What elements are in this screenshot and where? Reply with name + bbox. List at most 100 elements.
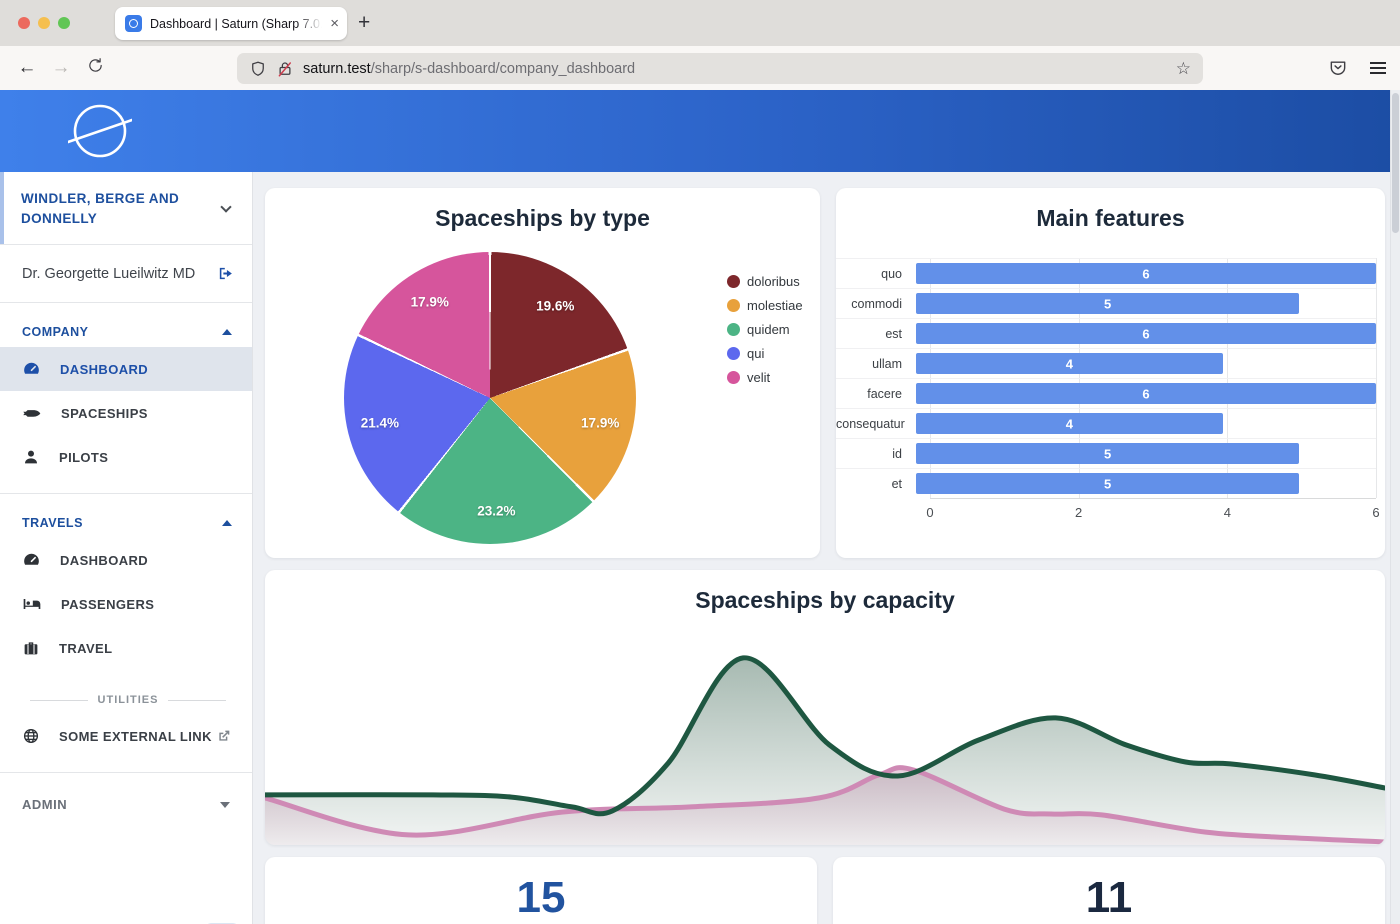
insecure-lock-icon[interactable] — [276, 60, 294, 78]
stat-value: 15 — [516, 873, 566, 922]
card-spaceships-by-type: Spaceships by type 19.6% 17.9% 23.2% 21.4% 1… — [265, 188, 820, 558]
bar-row: ullam 4 — [836, 348, 1376, 378]
shuttle-icon — [23, 410, 41, 417]
window-controls — [18, 17, 70, 29]
browser-titlebar: Dashboard | Saturn (Sharp 7.0.0 × + — [0, 0, 1400, 46]
sidebar-item-label: DASHBOARD — [60, 361, 149, 377]
pocket-icon[interactable] — [1328, 58, 1348, 78]
bookmark-star-icon[interactable]: ☆ — [1175, 58, 1191, 78]
gauge-icon — [24, 553, 39, 565]
address-bar[interactable]: saturn.test/sharp/s-dashboard/company_da… — [237, 53, 1203, 84]
reload-button[interactable] — [78, 57, 112, 80]
close-window-button[interactable] — [18, 17, 30, 29]
caret-down-icon — [220, 801, 230, 808]
browser-tab[interactable]: Dashboard | Saturn (Sharp 7.0.0 × — [115, 7, 347, 40]
bar-value-label: 5 — [1104, 446, 1112, 461]
bar-row: quo 6 — [836, 258, 1376, 288]
section-label: ADMIN — [22, 797, 68, 813]
sidebar-item-external-link[interactable]: SOME EXTERNAL LINK — [0, 712, 252, 760]
sidebar-item-company-dashboard[interactable]: DASHBOARD — [0, 347, 252, 392]
bar-value-label: 4 — [1065, 416, 1073, 431]
suitcase-icon — [24, 642, 38, 655]
shield-icon[interactable] — [249, 60, 267, 78]
card-main-features: Main features quo 6 commodi 5 est 6 ullam 4 face… — [836, 188, 1385, 558]
bar-value-label: 4 — [1065, 356, 1073, 371]
bar — [916, 263, 1376, 284]
sidebar-item-label: DASHBOARD — [60, 552, 149, 568]
caret-up-icon — [222, 520, 232, 527]
app-header — [0, 90, 1400, 172]
section-header-company[interactable]: COMPANY — [0, 303, 252, 347]
chevron-down-icon — [220, 200, 232, 213]
new-tab-button[interactable]: + — [358, 11, 371, 34]
legend-dot — [727, 299, 740, 312]
bar-value-label: 6 — [1142, 326, 1150, 341]
minimize-window-button[interactable] — [38, 17, 50, 29]
legend-item: qui — [727, 346, 803, 361]
section-header-admin[interactable]: ADMIN — [0, 772, 252, 812]
sidebar: WINDLER, BERGE AND DONNELLY Dr. Georgett… — [0, 172, 253, 924]
bar-category-label: quo — [881, 266, 902, 281]
card-spaceships-by-capacity: Spaceships by capacity — [265, 570, 1385, 845]
bar-category-label: commodi — [851, 296, 902, 311]
bar-category-label: id — [892, 446, 902, 461]
tab-close-icon[interactable]: × — [330, 15, 339, 32]
legend-label: qui — [747, 346, 765, 361]
sidebar-item-travel[interactable]: TRAVEL — [0, 626, 252, 670]
company-switcher[interactable]: WINDLER, BERGE AND DONNELLY — [0, 172, 252, 246]
sidebar-item-passengers[interactable]: PASSENGERS — [0, 582, 252, 626]
sidebar-item-pilots[interactable]: PILOTS — [0, 435, 252, 479]
sidebar-item-travels-dashboard[interactable]: DASHBOARD — [0, 538, 252, 582]
logout-icon[interactable] — [217, 265, 234, 282]
bar — [916, 323, 1376, 344]
bar-row: id 5 — [836, 438, 1376, 468]
pie-legend: doloribus molestiae quidem qui velit — [727, 274, 803, 385]
bar-value-label: 5 — [1104, 296, 1112, 311]
bar-value-label: 6 — [1142, 386, 1150, 401]
bar-track: 5 — [916, 443, 1376, 464]
user-name: Dr. Georgette Lueilwitz MD — [22, 265, 196, 282]
capacity-green-line — [265, 655, 1385, 817]
stat-value: 11 — [1085, 873, 1133, 922]
saturn-favicon-icon — [125, 15, 142, 32]
capacity-pink-area — [265, 767, 1385, 845]
legend-dot — [727, 347, 740, 360]
back-button[interactable]: ← — [17, 57, 37, 78]
page-scrollbar[interactable] — [1390, 90, 1400, 924]
sidebar-item-label: SOME EXTERNAL LINK — [59, 728, 212, 744]
sidebar-item-label: SPACESHIPS — [61, 405, 148, 421]
bar — [916, 353, 1223, 374]
user-icon — [25, 450, 37, 464]
scrollbar-thumb[interactable] — [1392, 93, 1399, 233]
legend-item: quidem — [727, 322, 803, 337]
bar-track: 6 — [916, 383, 1376, 404]
forward-button[interactable]: → — [51, 57, 71, 78]
legend-label: molestiae — [747, 298, 803, 313]
chart-title: Spaceships by capacity — [695, 587, 955, 613]
bar-track: 5 — [916, 293, 1376, 314]
url-domain: saturn.test — [303, 60, 371, 77]
tab-title: Dashboard | Saturn (Sharp 7.0.0 — [150, 16, 323, 31]
bar-value-label: 6 — [1142, 266, 1150, 281]
x-tick-label: 2 — [1075, 505, 1083, 520]
zoom-window-button[interactable] — [58, 17, 70, 29]
pie-slice-label: 23.2% — [477, 503, 516, 519]
bar — [916, 443, 1300, 464]
bar-track: 6 — [916, 263, 1376, 284]
section-header-travels[interactable]: TRAVELS — [0, 494, 252, 538]
sidebar-item-spaceships[interactable]: SPACESHIPS — [0, 391, 252, 435]
menu-button[interactable] — [1370, 61, 1386, 75]
legend-item: velit — [727, 370, 803, 385]
capacity-green-area — [265, 657, 1385, 845]
bar-category-label: facere — [867, 386, 902, 401]
bar-track: 6 — [916, 323, 1376, 344]
bar-row: et 5 — [836, 468, 1376, 498]
bar-row: consequatur 4 — [836, 408, 1376, 438]
sidebar-item-label: PASSENGERS — [61, 596, 155, 612]
user-row: Dr. Georgette Lueilwitz MD — [0, 245, 252, 304]
bar — [916, 473, 1300, 494]
bar-category-label: et — [891, 476, 902, 491]
browser-toolbar: ← → saturn.test/sharp/s-dashboard/compan… — [0, 46, 1400, 90]
url-text: saturn.test/sharp/s-dashboard/company_da… — [303, 61, 1167, 77]
legend-item: doloribus — [727, 274, 803, 289]
